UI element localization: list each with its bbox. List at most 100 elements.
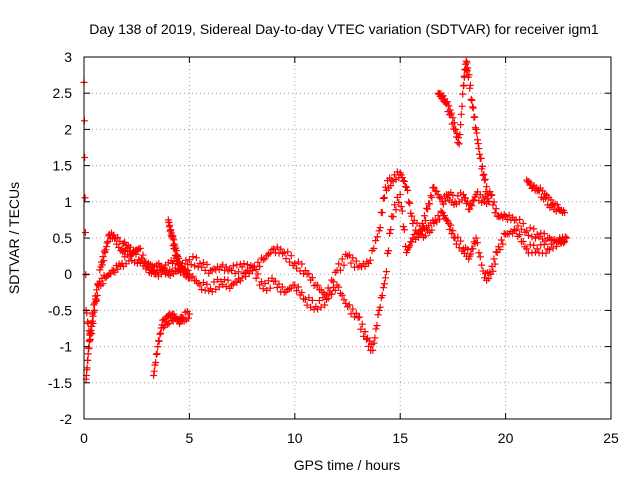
data-point bbox=[164, 320, 172, 328]
data-point bbox=[452, 125, 460, 133]
data-point bbox=[491, 209, 499, 217]
data-point bbox=[466, 81, 474, 89]
data-point bbox=[563, 234, 571, 242]
y-tick-label: 0.5 bbox=[53, 230, 73, 246]
data-point bbox=[523, 245, 531, 253]
data-point bbox=[208, 288, 216, 296]
data-point bbox=[371, 334, 379, 342]
data-point bbox=[298, 260, 306, 268]
data-point bbox=[398, 207, 406, 215]
data-point bbox=[469, 104, 477, 112]
data-point bbox=[457, 237, 465, 245]
data-point bbox=[319, 294, 327, 302]
data-point bbox=[222, 283, 230, 291]
data-point bbox=[379, 284, 387, 292]
data-point bbox=[132, 250, 140, 258]
data-point bbox=[468, 202, 476, 210]
series-igm1-sdtvar-track-f bbox=[523, 176, 569, 217]
data-point bbox=[535, 233, 543, 241]
data-point bbox=[439, 92, 447, 100]
data-point bbox=[203, 280, 211, 288]
data-point bbox=[271, 277, 279, 285]
data-point bbox=[152, 358, 160, 366]
data-point bbox=[347, 259, 355, 267]
data-point bbox=[538, 235, 546, 243]
data-point bbox=[198, 286, 206, 294]
y-tick-label: 0 bbox=[64, 266, 72, 282]
data-point bbox=[387, 182, 395, 190]
y-tick-label: 1.5 bbox=[53, 158, 73, 174]
grid-layer bbox=[84, 57, 611, 419]
data-point bbox=[150, 367, 158, 375]
data-point bbox=[99, 280, 107, 288]
data-point bbox=[84, 356, 92, 364]
data-point bbox=[428, 193, 436, 201]
data-point bbox=[512, 227, 520, 235]
data-point bbox=[549, 244, 557, 252]
data-point bbox=[474, 140, 482, 148]
data-point bbox=[397, 203, 405, 211]
data-point bbox=[264, 277, 272, 285]
series-igm1-sdtvar-track-d bbox=[164, 216, 193, 282]
data-point bbox=[303, 301, 311, 309]
data-point bbox=[485, 198, 493, 206]
data-point bbox=[399, 177, 407, 185]
data-point bbox=[81, 229, 89, 237]
data-point bbox=[436, 193, 444, 201]
data-point bbox=[406, 242, 414, 250]
data-point bbox=[293, 287, 301, 295]
data-point bbox=[499, 240, 507, 248]
data-point bbox=[421, 217, 429, 225]
data-point bbox=[315, 297, 323, 305]
data-point bbox=[465, 71, 473, 79]
data-point bbox=[530, 241, 538, 249]
data-point bbox=[166, 221, 174, 229]
data-point bbox=[376, 224, 384, 232]
data-point bbox=[373, 233, 381, 241]
data-point bbox=[170, 236, 178, 244]
data-point bbox=[252, 274, 260, 282]
data-point bbox=[159, 265, 167, 273]
data-point bbox=[93, 291, 101, 299]
data-point bbox=[261, 279, 269, 287]
data-point bbox=[93, 286, 101, 294]
y-tick-label: -1.5 bbox=[48, 375, 72, 391]
data-layer bbox=[80, 57, 571, 383]
data-point bbox=[308, 274, 316, 282]
data-point bbox=[480, 170, 488, 178]
data-point bbox=[173, 251, 181, 259]
data-point bbox=[398, 174, 406, 182]
x-tick-label: 25 bbox=[603, 430, 619, 446]
data-point bbox=[496, 246, 504, 254]
data-point bbox=[345, 301, 353, 309]
data-point bbox=[263, 286, 271, 294]
data-point bbox=[462, 194, 470, 202]
data-point bbox=[99, 253, 107, 261]
data-point bbox=[335, 283, 343, 291]
data-point bbox=[298, 289, 306, 297]
data-point bbox=[233, 261, 241, 269]
data-point bbox=[449, 114, 457, 122]
data-point bbox=[401, 182, 409, 190]
data-point bbox=[245, 268, 253, 276]
y-axis-title: SDTVAR / TECUs bbox=[6, 182, 22, 294]
data-point bbox=[471, 113, 479, 121]
data-point bbox=[467, 250, 475, 258]
data-point bbox=[540, 230, 548, 238]
data-point bbox=[516, 215, 524, 223]
data-point bbox=[361, 328, 369, 336]
data-point bbox=[254, 270, 262, 278]
data-point bbox=[219, 261, 227, 269]
data-point bbox=[221, 276, 229, 284]
data-point bbox=[475, 249, 483, 257]
data-point bbox=[455, 134, 463, 142]
x-tick-label: 15 bbox=[392, 430, 408, 446]
data-point bbox=[540, 241, 548, 249]
data-point bbox=[335, 260, 343, 268]
data-point bbox=[416, 230, 424, 238]
data-point bbox=[408, 212, 416, 220]
data-point bbox=[460, 81, 468, 89]
data-point bbox=[497, 236, 505, 244]
data-point bbox=[524, 231, 532, 239]
data-point bbox=[240, 260, 248, 268]
